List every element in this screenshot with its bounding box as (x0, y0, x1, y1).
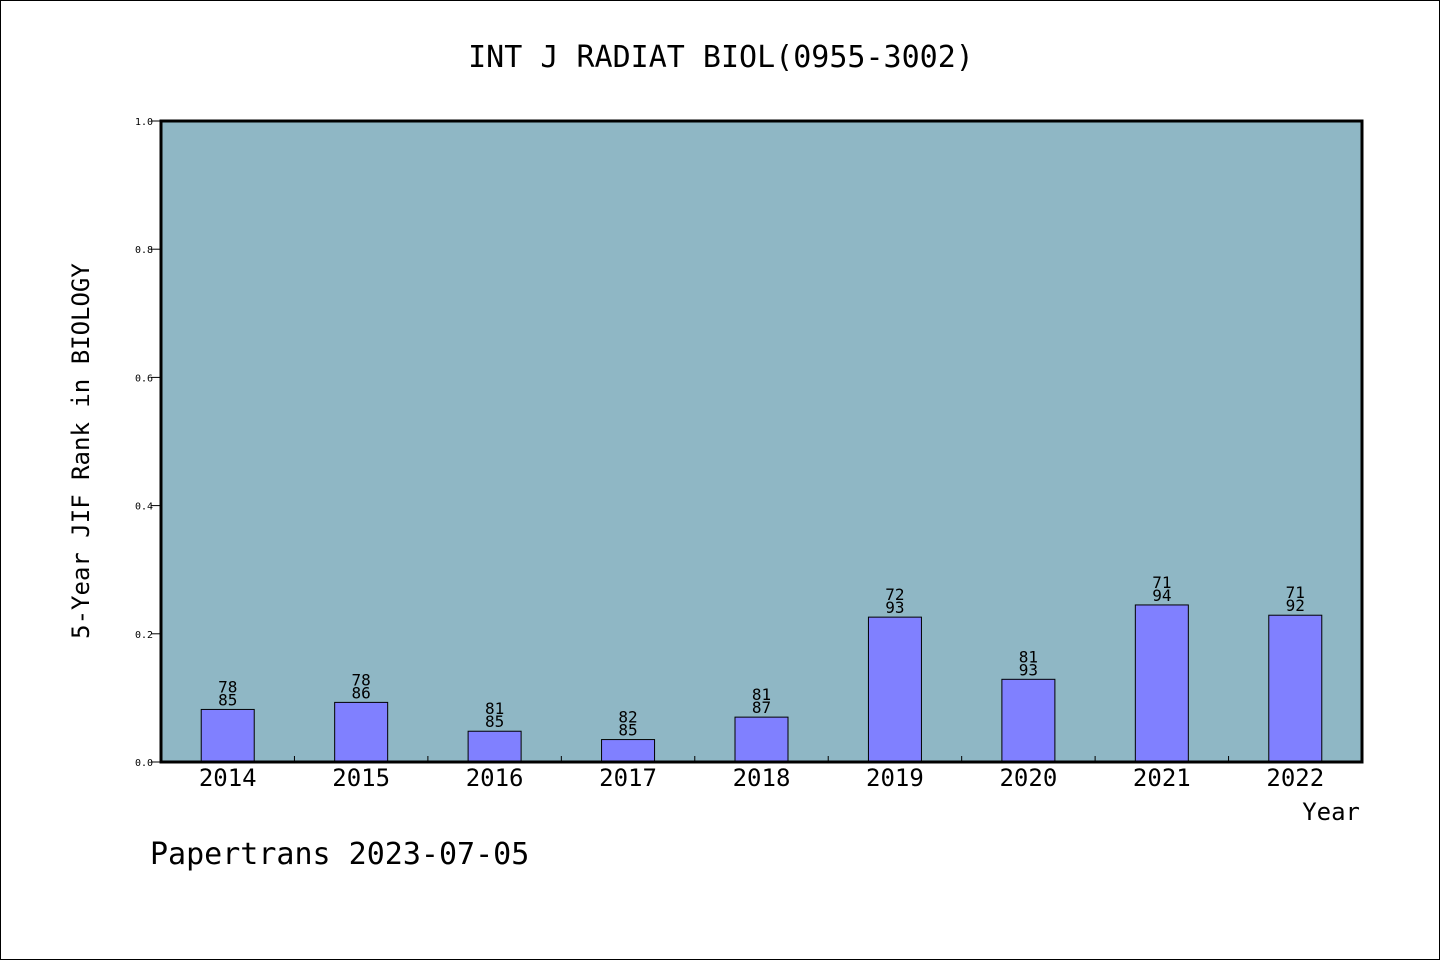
bar-total-label: 87 (752, 698, 771, 717)
x-tick-label: 2018 (733, 764, 791, 792)
bar-total-label: 93 (885, 598, 904, 617)
bar-2015 (334, 701, 389, 763)
bar-rank-label: 78 (352, 670, 371, 689)
bar-rank-label: 72 (885, 585, 904, 604)
y-tick-label: 0.0 (135, 758, 153, 769)
y-tick-label: 0.6 (135, 373, 153, 384)
bar-series (200, 604, 1323, 763)
bar-rank-label: 71 (1286, 583, 1305, 602)
x-tick-label: 2016 (466, 764, 524, 792)
bar-2019 (867, 616, 922, 763)
x-tick-label: 2021 (1133, 764, 1191, 792)
bar-2017 (601, 739, 656, 763)
bar-rank-label: 81 (1019, 647, 1038, 666)
y-tick-label: 0.4 (135, 502, 153, 513)
plot-border (159, 119, 1364, 764)
y-tick-label: 0.2 (135, 630, 153, 641)
bar-total-label: 86 (352, 683, 371, 702)
bar-2021 (1134, 604, 1189, 763)
y-tick-label: 0.8 (135, 245, 153, 256)
bar-rank-label: 82 (618, 708, 637, 727)
bar-total-label: 85 (485, 712, 504, 731)
x-tick-label: 2014 (199, 764, 257, 792)
bar-2018 (734, 716, 789, 763)
bar-rank-label: 81 (485, 699, 504, 718)
bar-rank-label: 78 (218, 677, 237, 696)
x-tick-label: 2019 (866, 764, 924, 792)
bar-2016 (467, 730, 522, 763)
bar-total-label: 85 (218, 690, 237, 709)
bar-rank-label: 71 (1152, 573, 1171, 592)
bar-total-label: 94 (1152, 586, 1171, 605)
y-tick-label: 1.0 (135, 117, 153, 128)
bar-2014 (200, 708, 255, 763)
bar-2020 (1001, 678, 1056, 763)
bar-total-label: 93 (1019, 660, 1038, 679)
x-tick-label: 2017 (599, 764, 657, 792)
y-axis: 0.0 0.2 0.4 0.6 0.8 1.0 (135, 117, 161, 769)
bar-total-label: 92 (1286, 596, 1305, 615)
x-tick-label: 2020 (999, 764, 1057, 792)
footer-credit: Papertrans 2023-07-05 (150, 837, 529, 872)
x-tick-label: 2022 (1266, 764, 1324, 792)
bar-2022 (1268, 614, 1323, 763)
x-tick-label: 2015 (332, 764, 390, 792)
x-axis-title: Year (1302, 798, 1360, 826)
chart-title: INT J RADIAT BIOL(0955-3002) (468, 40, 974, 75)
y-axis-title: 5-Year JIF Rank in BIOLOGY (67, 263, 95, 639)
x-axis: 2014 2015 2016 2017 2018 2019 2020 2021 2022 (199, 756, 1324, 792)
bar-rank-label: 81 (752, 685, 771, 704)
bar-total-label: 85 (618, 721, 637, 740)
